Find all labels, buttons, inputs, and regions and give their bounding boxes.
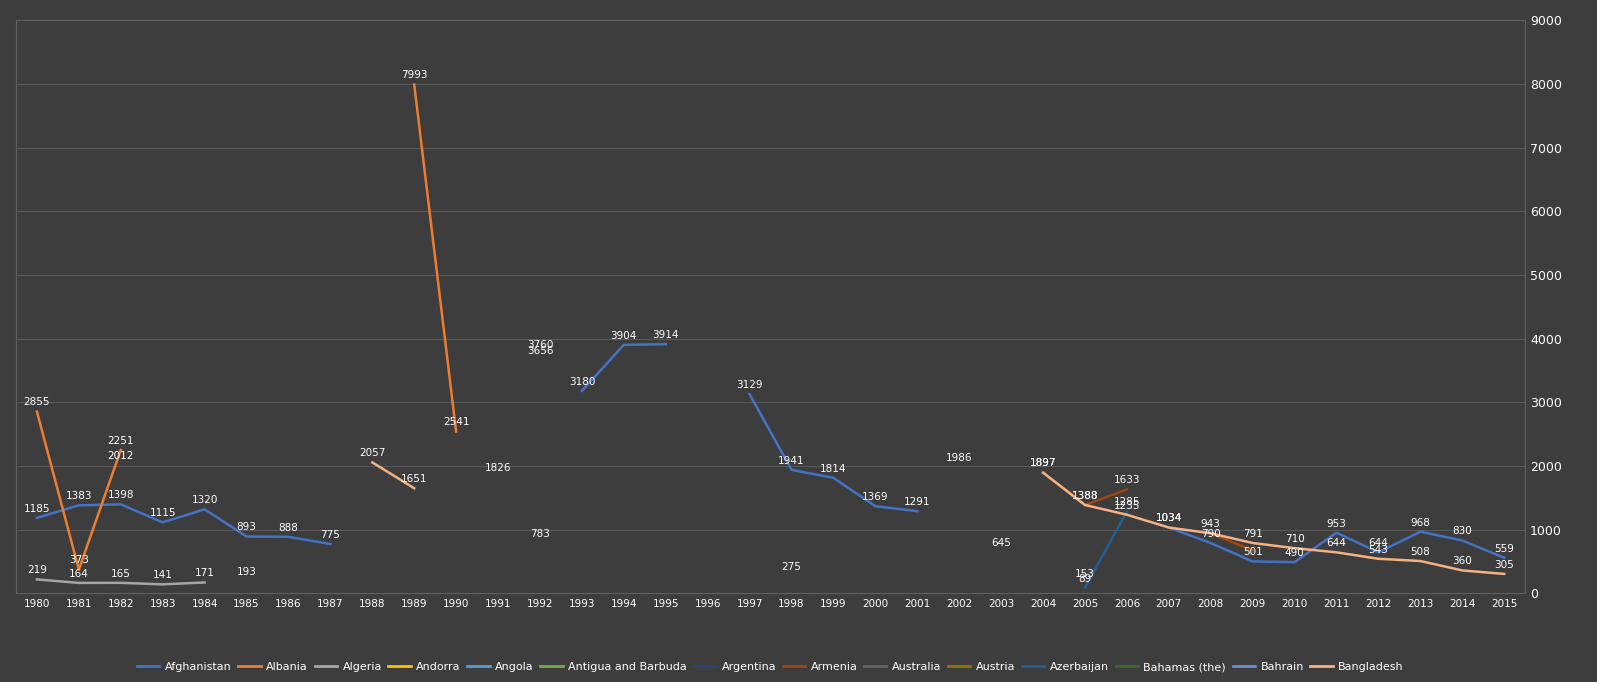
Legend: Afghanistan, Albania, Algeria, Andorra, Angola, Antigua and Barbuda, Argentina, : Afghanistan, Albania, Algeria, Andorra, …: [133, 657, 1409, 677]
Text: 1383: 1383: [65, 491, 93, 501]
Text: 1369: 1369: [862, 492, 888, 502]
Text: 1897: 1897: [1030, 458, 1056, 469]
Text: 193: 193: [236, 567, 257, 577]
Text: 490: 490: [1284, 548, 1305, 558]
Text: 783: 783: [530, 529, 549, 539]
Text: 888: 888: [278, 522, 299, 533]
Text: 953: 953: [1327, 518, 1346, 529]
Text: 1115: 1115: [150, 508, 176, 518]
Text: 7993: 7993: [401, 70, 428, 80]
Text: 790: 790: [1201, 529, 1220, 539]
Text: 968: 968: [1410, 518, 1431, 528]
Text: 501: 501: [1242, 547, 1263, 557]
Text: 219: 219: [27, 565, 46, 575]
Text: 1633: 1633: [1113, 475, 1140, 485]
Text: 1034: 1034: [1156, 514, 1182, 523]
Text: 1320: 1320: [192, 495, 217, 505]
Text: 1034: 1034: [1156, 514, 1182, 523]
Text: 644: 644: [1369, 538, 1388, 548]
Text: 2057: 2057: [359, 448, 385, 458]
Text: 1388: 1388: [1072, 491, 1099, 501]
Text: 1897: 1897: [1030, 458, 1056, 469]
Text: 943: 943: [1201, 519, 1220, 529]
Text: 508: 508: [1410, 547, 1431, 557]
Text: 89: 89: [1078, 574, 1092, 584]
Text: 305: 305: [1495, 560, 1514, 569]
Text: 1235: 1235: [1113, 501, 1140, 511]
Text: 710: 710: [1284, 534, 1305, 544]
Text: 644: 644: [1327, 538, 1346, 548]
Text: 2855: 2855: [24, 398, 50, 407]
Text: 275: 275: [781, 562, 802, 572]
Text: 2541: 2541: [442, 417, 470, 428]
Text: 164: 164: [69, 569, 89, 579]
Text: 645: 645: [992, 538, 1011, 548]
Text: 3914: 3914: [653, 330, 679, 340]
Text: 3129: 3129: [736, 380, 763, 390]
Text: 1986: 1986: [945, 453, 973, 463]
Text: 1398: 1398: [107, 490, 134, 500]
Text: 141: 141: [153, 570, 172, 580]
Text: 360: 360: [1452, 557, 1472, 566]
Text: 1185: 1185: [24, 504, 50, 514]
Text: 153: 153: [1075, 569, 1096, 580]
Text: 3656: 3656: [527, 346, 553, 357]
Text: 559: 559: [1495, 544, 1514, 554]
Text: 543: 543: [1369, 545, 1388, 554]
Text: 1291: 1291: [904, 497, 931, 507]
Text: 1285: 1285: [1113, 497, 1140, 507]
Text: 830: 830: [1452, 527, 1472, 536]
Text: 1826: 1826: [485, 463, 511, 473]
Text: 893: 893: [236, 522, 257, 533]
Text: 165: 165: [110, 569, 131, 578]
Text: 3904: 3904: [610, 331, 637, 341]
Text: 2251: 2251: [107, 436, 134, 446]
Text: 1814: 1814: [821, 464, 846, 474]
Text: 3180: 3180: [569, 376, 596, 387]
Text: 373: 373: [69, 555, 89, 565]
Text: 775: 775: [321, 530, 340, 540]
Text: 1651: 1651: [401, 474, 428, 484]
Text: 1941: 1941: [778, 456, 805, 466]
Text: 171: 171: [195, 568, 214, 578]
Text: 2012: 2012: [107, 451, 134, 461]
Text: 1388: 1388: [1072, 491, 1099, 501]
Text: 3760: 3760: [527, 340, 553, 350]
Text: 791: 791: [1242, 529, 1263, 539]
